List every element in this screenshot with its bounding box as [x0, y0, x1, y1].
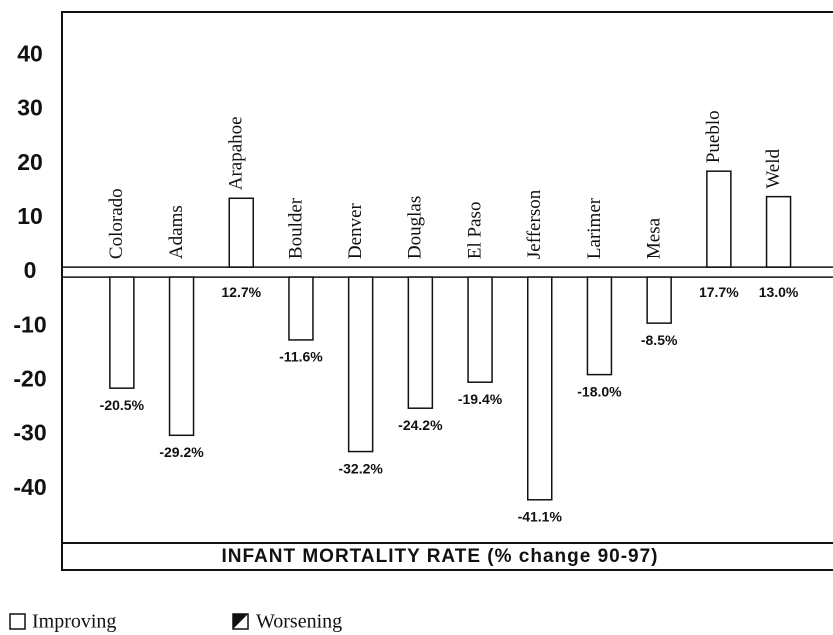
y-tick-label: -30 — [13, 420, 46, 446]
bar — [706, 170, 732, 268]
legend-swatch-fill — [233, 614, 248, 629]
category-label: Mesa — [644, 217, 665, 259]
category-label: Boulder — [285, 197, 306, 259]
bar — [467, 276, 493, 383]
value-label: 17.7% — [699, 284, 739, 300]
bar — [765, 195, 792, 268]
value-label: -32.2% — [338, 460, 383, 476]
category-label: El Paso — [464, 202, 485, 260]
y-tick-label: 10 — [17, 203, 43, 229]
bar — [109, 276, 135, 389]
bar — [347, 276, 374, 453]
category-label: Jefferson — [524, 189, 545, 259]
value-label: -11.6% — [279, 349, 323, 365]
category-label: Adams — [166, 205, 187, 259]
y-tick-label: 0 — [24, 257, 37, 283]
bar — [288, 276, 314, 341]
category-label: Larimer — [584, 197, 605, 259]
frame — [61, 11, 833, 571]
category-label: Arapahoe — [226, 116, 247, 190]
legend-swatch-improving — [9, 613, 26, 630]
value-label: -19.4% — [458, 391, 503, 407]
y-tick-label: -10 — [13, 311, 46, 337]
bar — [646, 276, 672, 324]
y-tick-label: 40 — [17, 40, 43, 66]
category-label: Denver — [345, 202, 366, 259]
legend-label: Improving — [32, 611, 116, 633]
category-label: Pueblo — [703, 110, 724, 163]
bar — [407, 276, 434, 409]
y-tick-label: -20 — [13, 366, 46, 392]
value-label: -29.2% — [159, 444, 204, 460]
category-label: Weld — [763, 149, 784, 189]
y-tick-label: -40 — [13, 474, 46, 500]
value-label: -41.1% — [518, 508, 563, 524]
value-label: -20.5% — [100, 397, 145, 413]
bar — [228, 197, 254, 268]
category-label: Douglas — [405, 196, 426, 259]
y-tick-label: 30 — [17, 95, 43, 121]
value-label: -18.0% — [577, 383, 622, 399]
bar — [586, 276, 613, 376]
y-tick-label: 20 — [17, 149, 43, 175]
legend-label: Worsening — [256, 611, 342, 633]
value-label: 12.7% — [221, 284, 261, 300]
value-label: 13.0% — [759, 284, 799, 300]
value-label: -24.2% — [398, 417, 443, 433]
bar — [168, 276, 195, 437]
value-label: -8.5% — [641, 332, 678, 348]
bar — [527, 276, 553, 501]
category-label: Colorado — [106, 188, 127, 259]
chart-title: INFANT MORTALITY RATE (% change 90-97) — [221, 546, 658, 567]
